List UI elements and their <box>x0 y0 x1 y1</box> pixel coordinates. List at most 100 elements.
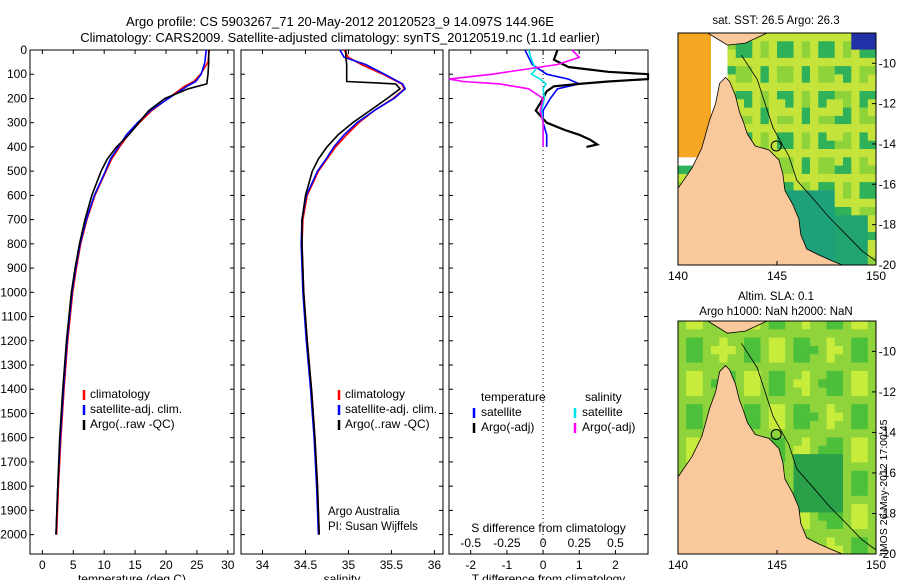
sla-map-field <box>678 321 876 554</box>
map-cell <box>760 404 770 414</box>
depth-tick-label: 900 <box>7 261 27 275</box>
map-cell <box>851 99 861 109</box>
temperature-tick-label: 30 <box>221 558 235 572</box>
salinity-tick-label: 35.5 <box>380 558 404 572</box>
map-cell <box>826 165 836 175</box>
map-cell <box>834 107 844 117</box>
map-cell <box>843 149 852 158</box>
map-cell <box>818 41 828 51</box>
map-cell <box>801 512 811 522</box>
map-cell <box>744 49 753 59</box>
map-cell <box>678 140 687 150</box>
map-cell <box>711 346 720 355</box>
map-cell <box>777 387 786 397</box>
map-cell <box>843 74 852 84</box>
map-cell <box>768 337 778 347</box>
map-cell <box>752 115 762 125</box>
map-cell <box>843 412 852 422</box>
map-cell <box>826 33 836 42</box>
map-cell <box>768 57 778 67</box>
map-cell <box>843 329 852 339</box>
map-cell <box>686 445 695 455</box>
map-cell <box>843 512 852 522</box>
map-cell <box>760 124 770 133</box>
map-cell <box>678 66 687 75</box>
map-cell <box>810 107 819 117</box>
map-cell <box>859 207 869 216</box>
map-cell <box>810 140 819 150</box>
map-cell <box>826 412 836 422</box>
map-cell <box>867 437 876 447</box>
map-cell <box>834 479 844 488</box>
map-cell <box>810 321 819 330</box>
map-cell <box>752 395 762 405</box>
salinity-profile-series-1 <box>300 49 407 535</box>
map-cell <box>834 404 844 414</box>
map-cell <box>793 132 803 142</box>
map-cell <box>785 99 794 109</box>
map-cell <box>760 362 770 372</box>
map-cell <box>818 437 828 447</box>
map-cell <box>777 412 786 422</box>
sla-map-title: Altim. SLA: 0.1 <box>738 291 814 303</box>
map-cell <box>859 74 869 84</box>
map-cell <box>851 362 861 372</box>
map-cell <box>818 140 828 150</box>
map-cell <box>735 99 745 109</box>
map-cell <box>785 337 794 347</box>
map-cell <box>810 240 819 249</box>
depth-tick-label: 1800 <box>0 479 27 493</box>
map-cell <box>867 362 876 372</box>
map-cell <box>867 190 876 200</box>
map-cell <box>777 49 786 59</box>
map-cell <box>843 91 852 100</box>
map-cell <box>843 321 852 330</box>
map-cell <box>727 66 737 75</box>
map-cell <box>867 256 876 265</box>
map-cell <box>711 41 720 51</box>
map-cell <box>859 354 869 364</box>
map-cell <box>834 462 844 472</box>
map-cell <box>760 395 770 405</box>
map-cell <box>801 231 811 241</box>
map-cell <box>777 57 786 67</box>
map-cell <box>678 354 687 364</box>
map-cell <box>801 412 811 422</box>
map-cell <box>777 370 786 380</box>
reef-contour <box>741 54 876 262</box>
map-cell <box>785 190 794 200</box>
map-cell <box>686 132 695 142</box>
map-cell <box>694 132 704 142</box>
map-cell <box>810 337 819 347</box>
map-cell <box>867 462 876 472</box>
map-cell <box>793 149 803 158</box>
map-cell <box>711 329 720 339</box>
map-cell <box>768 362 778 372</box>
map-cell <box>711 74 720 84</box>
map-cell <box>702 370 712 380</box>
legend-label: Argo(..raw -QC) <box>345 417 430 431</box>
map-cell <box>859 66 869 75</box>
depth-tick-label: 1700 <box>0 455 27 469</box>
map-cell <box>678 420 687 430</box>
map-cell <box>843 132 852 142</box>
map-cell <box>711 379 720 389</box>
map-cell <box>801 479 811 488</box>
map-cell <box>678 57 687 67</box>
map-cell <box>752 370 762 380</box>
map-cell <box>744 370 753 380</box>
map-cell <box>801 520 811 530</box>
map-cell <box>818 395 828 405</box>
sdiff-axis-label: S difference from climatology <box>471 521 626 535</box>
map-cell <box>785 321 794 330</box>
map-cell <box>834 520 844 530</box>
map-cell <box>834 512 844 522</box>
map-cell <box>686 66 695 75</box>
map-cell <box>843 470 852 480</box>
map-cell <box>801 91 811 100</box>
map-cell <box>818 404 828 414</box>
map-cell <box>818 223 828 233</box>
map-cell <box>768 41 778 51</box>
map-cell <box>826 124 836 133</box>
map-cell <box>727 41 737 51</box>
